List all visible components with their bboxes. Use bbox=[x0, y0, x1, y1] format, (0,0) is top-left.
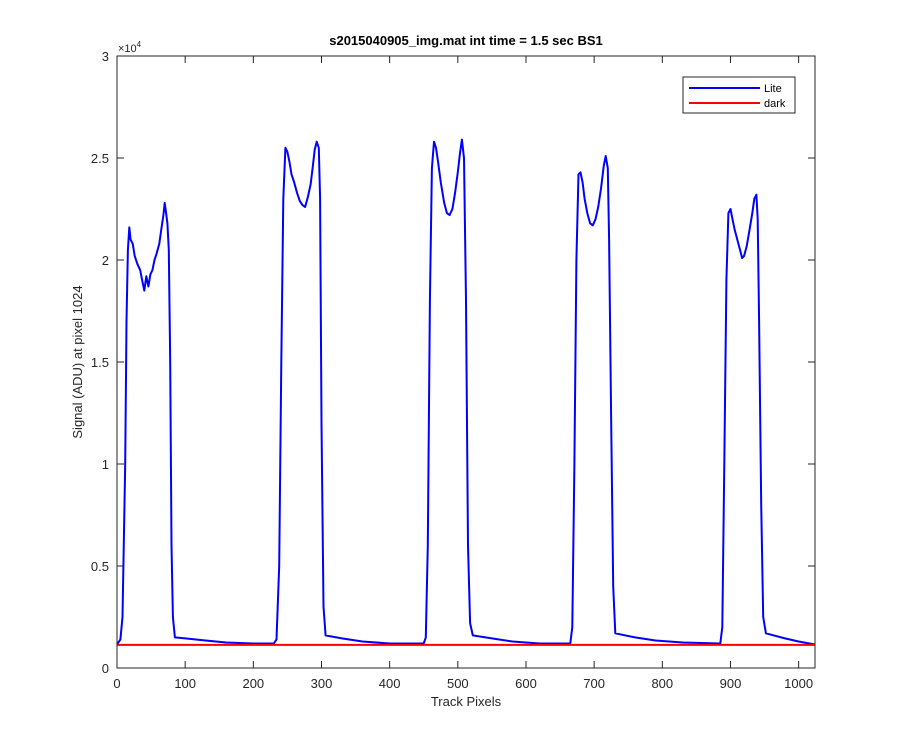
x-tick-label-100: 100 bbox=[174, 676, 196, 691]
x-tick-label-200: 200 bbox=[242, 676, 264, 691]
y-axis-exponent-base-text: ×10 bbox=[118, 43, 137, 55]
y-axis-ticks: 0 0.5 1 1.5 2 2.5 3 bbox=[91, 49, 815, 676]
y-axis-label: Signal (ADU) at pixel 1024 bbox=[70, 285, 85, 438]
x-tick-label-600: 600 bbox=[515, 676, 537, 691]
series-layer bbox=[116, 138, 816, 646]
y-axis-exponent-base: ×104 bbox=[118, 40, 142, 55]
x-tick-label-300: 300 bbox=[311, 676, 333, 691]
x-axis-label: Track Pixels bbox=[431, 694, 502, 709]
series-line-lite bbox=[116, 138, 816, 646]
y-tick-label-15000: 1.5 bbox=[91, 355, 109, 370]
y-axis-exponent-power: 4 bbox=[137, 40, 142, 49]
y-tick-label-0: 0 bbox=[102, 661, 109, 676]
y-tick-label-30000: 3 bbox=[102, 49, 109, 64]
legend-box bbox=[682, 76, 796, 114]
x-tick-label-0: 0 bbox=[113, 676, 120, 691]
legend-label-dark: dark bbox=[764, 98, 786, 110]
y-tick-label-10000: 1 bbox=[102, 457, 109, 472]
legend: Lite dark bbox=[682, 76, 796, 114]
x-tick-label-900: 900 bbox=[720, 676, 742, 691]
x-tick-label-800: 800 bbox=[651, 676, 673, 691]
x-tick-label-1000: 1000 bbox=[784, 676, 813, 691]
x-tick-label-500: 500 bbox=[447, 676, 469, 691]
x-tick-label-400: 400 bbox=[379, 676, 401, 691]
legend-label-lite: Lite bbox=[764, 83, 782, 95]
x-tick-label-700: 700 bbox=[583, 676, 605, 691]
chart-title: s2015040905_img.mat int time = 1.5 sec B… bbox=[329, 33, 603, 48]
x-axis-ticks: 0 100 200 300 400 500 600 700 800 900 1000 bbox=[113, 56, 813, 691]
y-tick-label-25000: 2.5 bbox=[91, 151, 109, 166]
y-tick-label-5000: 0.5 bbox=[91, 559, 109, 574]
y-tick-label-20000: 2 bbox=[102, 253, 109, 268]
